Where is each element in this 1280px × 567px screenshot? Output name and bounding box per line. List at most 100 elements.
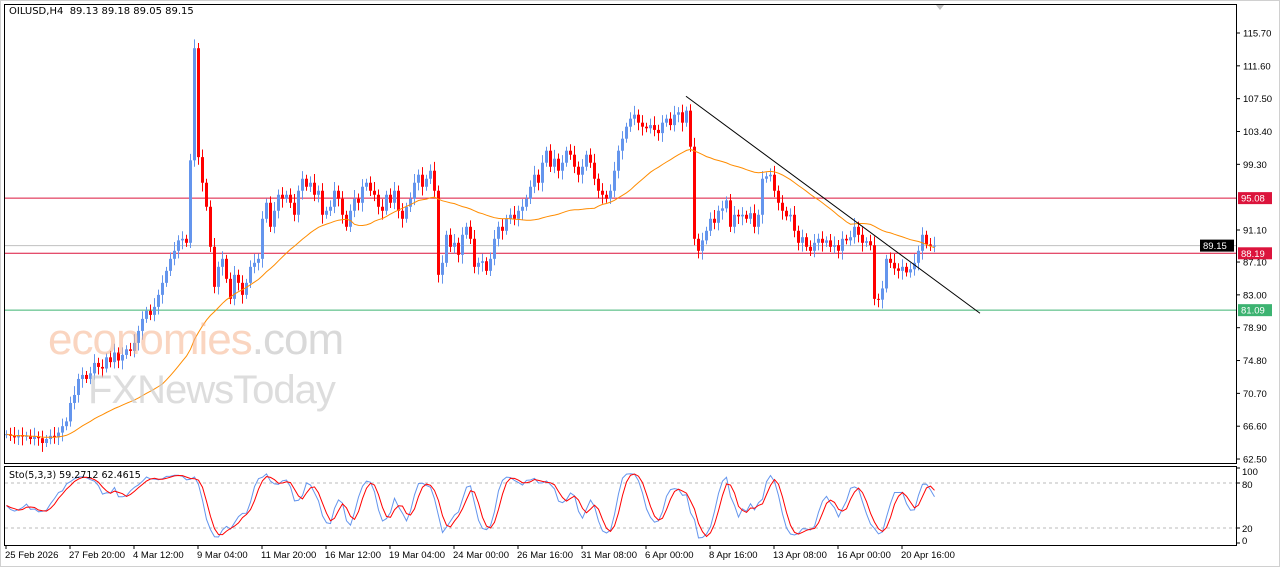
candle-bullish — [813, 242, 816, 251]
candle-bullish — [189, 160, 192, 243]
candle-bullish — [273, 210, 276, 227]
candle-bearish — [729, 200, 732, 227]
y-tick-label: 99.30 — [1243, 160, 1267, 171]
candle-bullish — [245, 282, 248, 295]
candle-bullish — [297, 190, 300, 215]
candle-bullish — [417, 174, 420, 183]
candle-bullish — [165, 270, 168, 283]
candle-bearish — [821, 238, 824, 243]
candle-bullish — [33, 436, 36, 440]
candle-bullish — [69, 402, 72, 422]
candle-bearish — [357, 198, 360, 203]
candle-bullish — [521, 206, 524, 211]
candle-bearish — [877, 298, 880, 300]
candle-bullish — [173, 250, 176, 259]
watermark-fxnewstoday: FXNewsToday — [88, 368, 336, 412]
y-tick-label: 70.70 — [1243, 389, 1267, 400]
candle-bearish — [437, 190, 440, 275]
candle-bullish — [257, 258, 260, 263]
candle-bearish — [485, 261, 488, 271]
candle-bearish — [225, 258, 228, 279]
y-tick-label: 87.10 — [1243, 258, 1267, 269]
y-tick-label: 66.60 — [1243, 422, 1267, 433]
candle-bearish — [793, 214, 796, 231]
candle-bullish — [277, 194, 280, 211]
candle-bullish — [61, 426, 64, 433]
candle-bearish — [337, 190, 340, 199]
candle-bearish — [41, 438, 44, 444]
candle-bullish — [161, 282, 164, 295]
candle-bullish — [629, 118, 632, 127]
candle-bullish — [909, 269, 912, 273]
candle-bullish — [509, 214, 512, 219]
y-tick-label: 115.70 — [1243, 29, 1271, 40]
candle-bearish — [745, 214, 748, 219]
candle-bearish — [469, 226, 472, 239]
stochastic-level-label: 80 — [1242, 480, 1253, 491]
candle-bullish — [749, 213, 752, 219]
watermark-brand1-suffix: .com — [251, 315, 344, 364]
candle-bullish — [621, 138, 624, 151]
candle-bearish — [713, 218, 716, 223]
candle-bullish — [57, 432, 60, 438]
candle-bearish — [269, 202, 272, 227]
candle-bullish — [365, 182, 368, 187]
candle-bearish — [837, 245, 840, 251]
x-tick-label: 4 Mar 12:00 — [133, 550, 184, 561]
candle-bearish — [381, 206, 384, 211]
candle-bullish — [441, 262, 444, 275]
candle-bearish — [897, 268, 900, 271]
candle-bearish — [289, 194, 292, 203]
candle-bullish — [285, 194, 288, 199]
candle-bullish — [901, 266, 904, 271]
candle-bullish — [193, 48, 196, 161]
candle-bearish — [737, 214, 740, 217]
candle-bearish — [197, 48, 200, 158]
candle-bullish — [849, 237, 852, 241]
candle-bearish — [557, 158, 560, 171]
candle-bullish — [525, 198, 528, 207]
candle-bullish — [385, 194, 388, 211]
candle-bearish — [889, 258, 892, 263]
candle-bearish — [13, 435, 16, 438]
candle-bearish — [605, 194, 608, 199]
candle-bullish — [137, 330, 140, 343]
candle-bullish — [765, 176, 768, 179]
price-tag-resistance — [1238, 192, 1272, 205]
candle-bearish — [657, 129, 660, 134]
price-tag-current — [1200, 239, 1234, 252]
candle-bearish — [537, 174, 540, 183]
candle-bullish — [93, 362, 96, 374]
candle-bullish — [233, 274, 236, 299]
candle-bullish — [841, 238, 844, 251]
candle-bullish — [477, 262, 480, 267]
candle-bullish — [801, 237, 804, 243]
chart-shift-marker-icon[interactable] — [936, 5, 944, 10]
candle-bullish — [917, 250, 920, 263]
trendline[interactable] — [685, 95, 981, 314]
candle-bearish — [293, 202, 296, 215]
candle-bullish — [393, 190, 396, 203]
y-tick-label: 107.50 — [1243, 94, 1272, 105]
candle-bullish — [325, 210, 328, 215]
candle-bearish — [893, 262, 896, 269]
candle-bullish — [705, 230, 708, 241]
candle-bullish — [481, 261, 484, 263]
candle-bullish — [833, 245, 836, 247]
candle-bearish — [773, 174, 776, 191]
candle-bullish — [453, 242, 456, 247]
candle-bullish — [721, 208, 724, 211]
candle-bearish — [281, 194, 284, 199]
candle-bullish — [253, 262, 256, 267]
candle-bullish — [125, 349, 128, 355]
candle-bearish — [313, 182, 316, 195]
candle-bearish — [513, 214, 516, 219]
candle-bearish — [213, 246, 216, 287]
y-tick-label: 111.60 — [1243, 61, 1271, 72]
candle-bullish — [617, 150, 620, 171]
candle-bearish — [873, 245, 876, 299]
candle-bullish — [145, 310, 148, 319]
candle-bearish — [421, 174, 424, 187]
candle-bullish — [529, 186, 532, 199]
